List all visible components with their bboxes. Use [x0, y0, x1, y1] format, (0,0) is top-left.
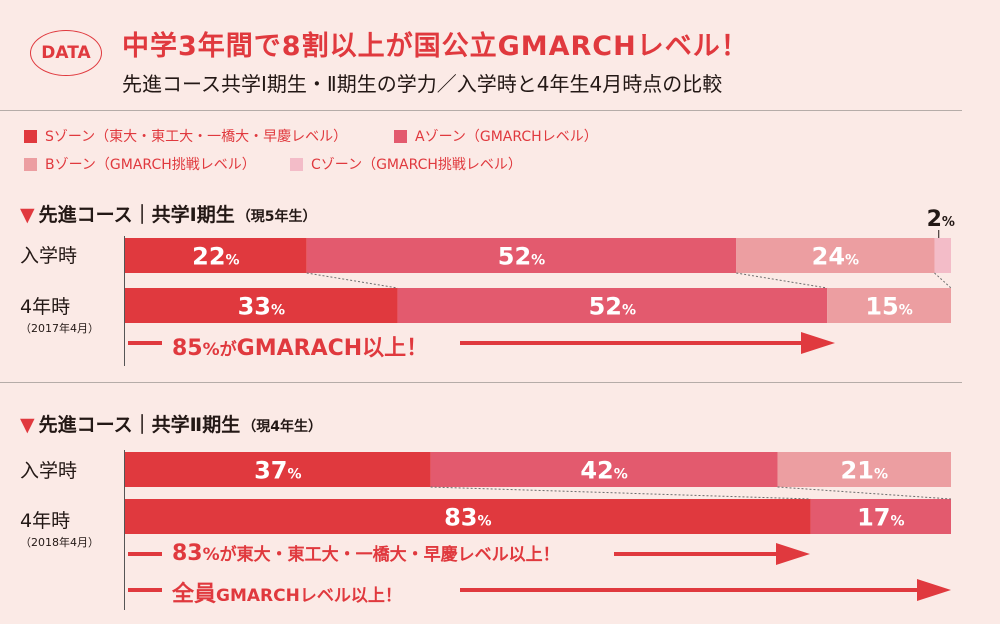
legend-item-c: Cゾーン（GMARCH挑戦レベル）: [290, 154, 522, 174]
callout-all-gmarch: 全員GMARCHレベル以上！: [172, 576, 402, 608]
callout-small: %が: [202, 545, 237, 565]
bar-value-label: 22%: [192, 243, 239, 271]
section1-title-text: 先進コース｜共学Ⅰ期生: [38, 204, 235, 226]
bar-a-2-1: [430, 452, 778, 487]
bar-s-1-1: [125, 238, 307, 273]
legend-label-c: Cゾーン（GMARCH挑戦レベル）: [311, 157, 522, 173]
section1-axis-line: [124, 236, 125, 366]
callout-gmarch-85: 85%がGMARACH以上！: [172, 330, 428, 362]
data-badge: DATA: [30, 30, 102, 76]
legend-swatch-b: [24, 157, 37, 171]
legend-label-b: Bゾーン（GMARCH挑戦レベル）: [45, 157, 256, 173]
legend-item-a: Aゾーン（GMARCHレベル）: [394, 126, 598, 146]
section2-row1-label: 入学時: [20, 460, 78, 482]
bar-s-1-2: [125, 288, 398, 323]
legend-label-a: Aゾーン（GMARCHレベル）: [415, 129, 598, 145]
connector-line: [934, 272, 952, 289]
legend-item-s: Sゾーン（東大・東工大・一橋大・早慶レベル）: [24, 126, 347, 146]
arrow-head-icon: [917, 579, 951, 601]
bar-b-2-1: [777, 452, 951, 487]
bar-b-1-2: [827, 288, 951, 323]
section1-row2-label: 4年時: [20, 296, 71, 318]
callout-big: 83: [172, 541, 203, 566]
callout-rest: 東大・東工大・一橋大・早慶レベル以上！: [236, 545, 560, 565]
bar-s-2-1: [125, 452, 431, 487]
section1-row2-note: （2017年4月）: [20, 322, 99, 335]
section2-title-note: （現4年生）: [242, 419, 322, 435]
callout-small: %が: [202, 340, 237, 360]
legend-label-s: Sゾーン（東大・東工大・一橋大・早慶レベル）: [45, 129, 348, 145]
legend-swatch-a: [394, 129, 407, 143]
legend-swatch-c: [290, 157, 303, 171]
bar-a-2-2: [810, 499, 951, 534]
bar-c-1-1: [934, 238, 951, 273]
section-divider: [0, 382, 962, 383]
section2-row2-label: 4年時: [20, 510, 71, 532]
bar-a-1-1: [306, 238, 737, 273]
section2-row2-note: （2018年4月）: [20, 536, 99, 549]
callout-rest: GMARCHレベル以上！: [216, 586, 402, 606]
callout-s-83: 83%が東大・東工大・一橋大・早慶レベル以上！: [172, 540, 560, 566]
section2-title-text: 先進コース｜共学Ⅱ期生: [38, 414, 241, 436]
callout-rest: GMARACH以上！: [236, 336, 429, 361]
arrow-head-icon: [776, 543, 810, 565]
connector-line: [306, 272, 398, 289]
arrow-head-icon: [801, 332, 835, 354]
connector-line: [736, 272, 828, 289]
connector-line: [430, 486, 811, 500]
legend-item-b: Bゾーン（GMARCH挑戦レベル）: [24, 154, 256, 174]
triangle-down-icon: ▼: [20, 414, 35, 436]
section2-axis-line: [124, 450, 125, 610]
callout-big: 85: [172, 336, 203, 361]
bar-b-1-1: [736, 238, 935, 273]
section2-title: ▼ 先進コース｜共学Ⅱ期生 （現4年生）: [20, 410, 322, 437]
bar-s-2-2: [125, 499, 811, 534]
callout-big: 全員: [172, 582, 217, 607]
section1-title: ▼ 先進コース｜共学Ⅰ期生 （現5年生）: [20, 200, 317, 227]
page-title: 中学3年間で8割以上が国公立GMARCHレベル！: [122, 31, 749, 62]
connector-line: [777, 486, 952, 500]
section1-row1-label: 入学時: [20, 245, 78, 267]
triangle-down-icon: ▼: [20, 204, 35, 226]
page-subtitle: 先進コース共学Ⅰ期生・Ⅱ期生の学力／入学時と4年生4月時点の比較: [122, 72, 723, 96]
bar-value-label: 83%: [444, 504, 491, 532]
bar-value-label: 37%: [254, 457, 301, 485]
bar-a-1-2: [397, 288, 828, 323]
section1-title-note: （現5年生）: [236, 209, 317, 225]
legend-swatch-s: [24, 129, 37, 143]
header-divider: [0, 110, 962, 111]
bar-value-label-outside: 2%: [927, 207, 955, 232]
